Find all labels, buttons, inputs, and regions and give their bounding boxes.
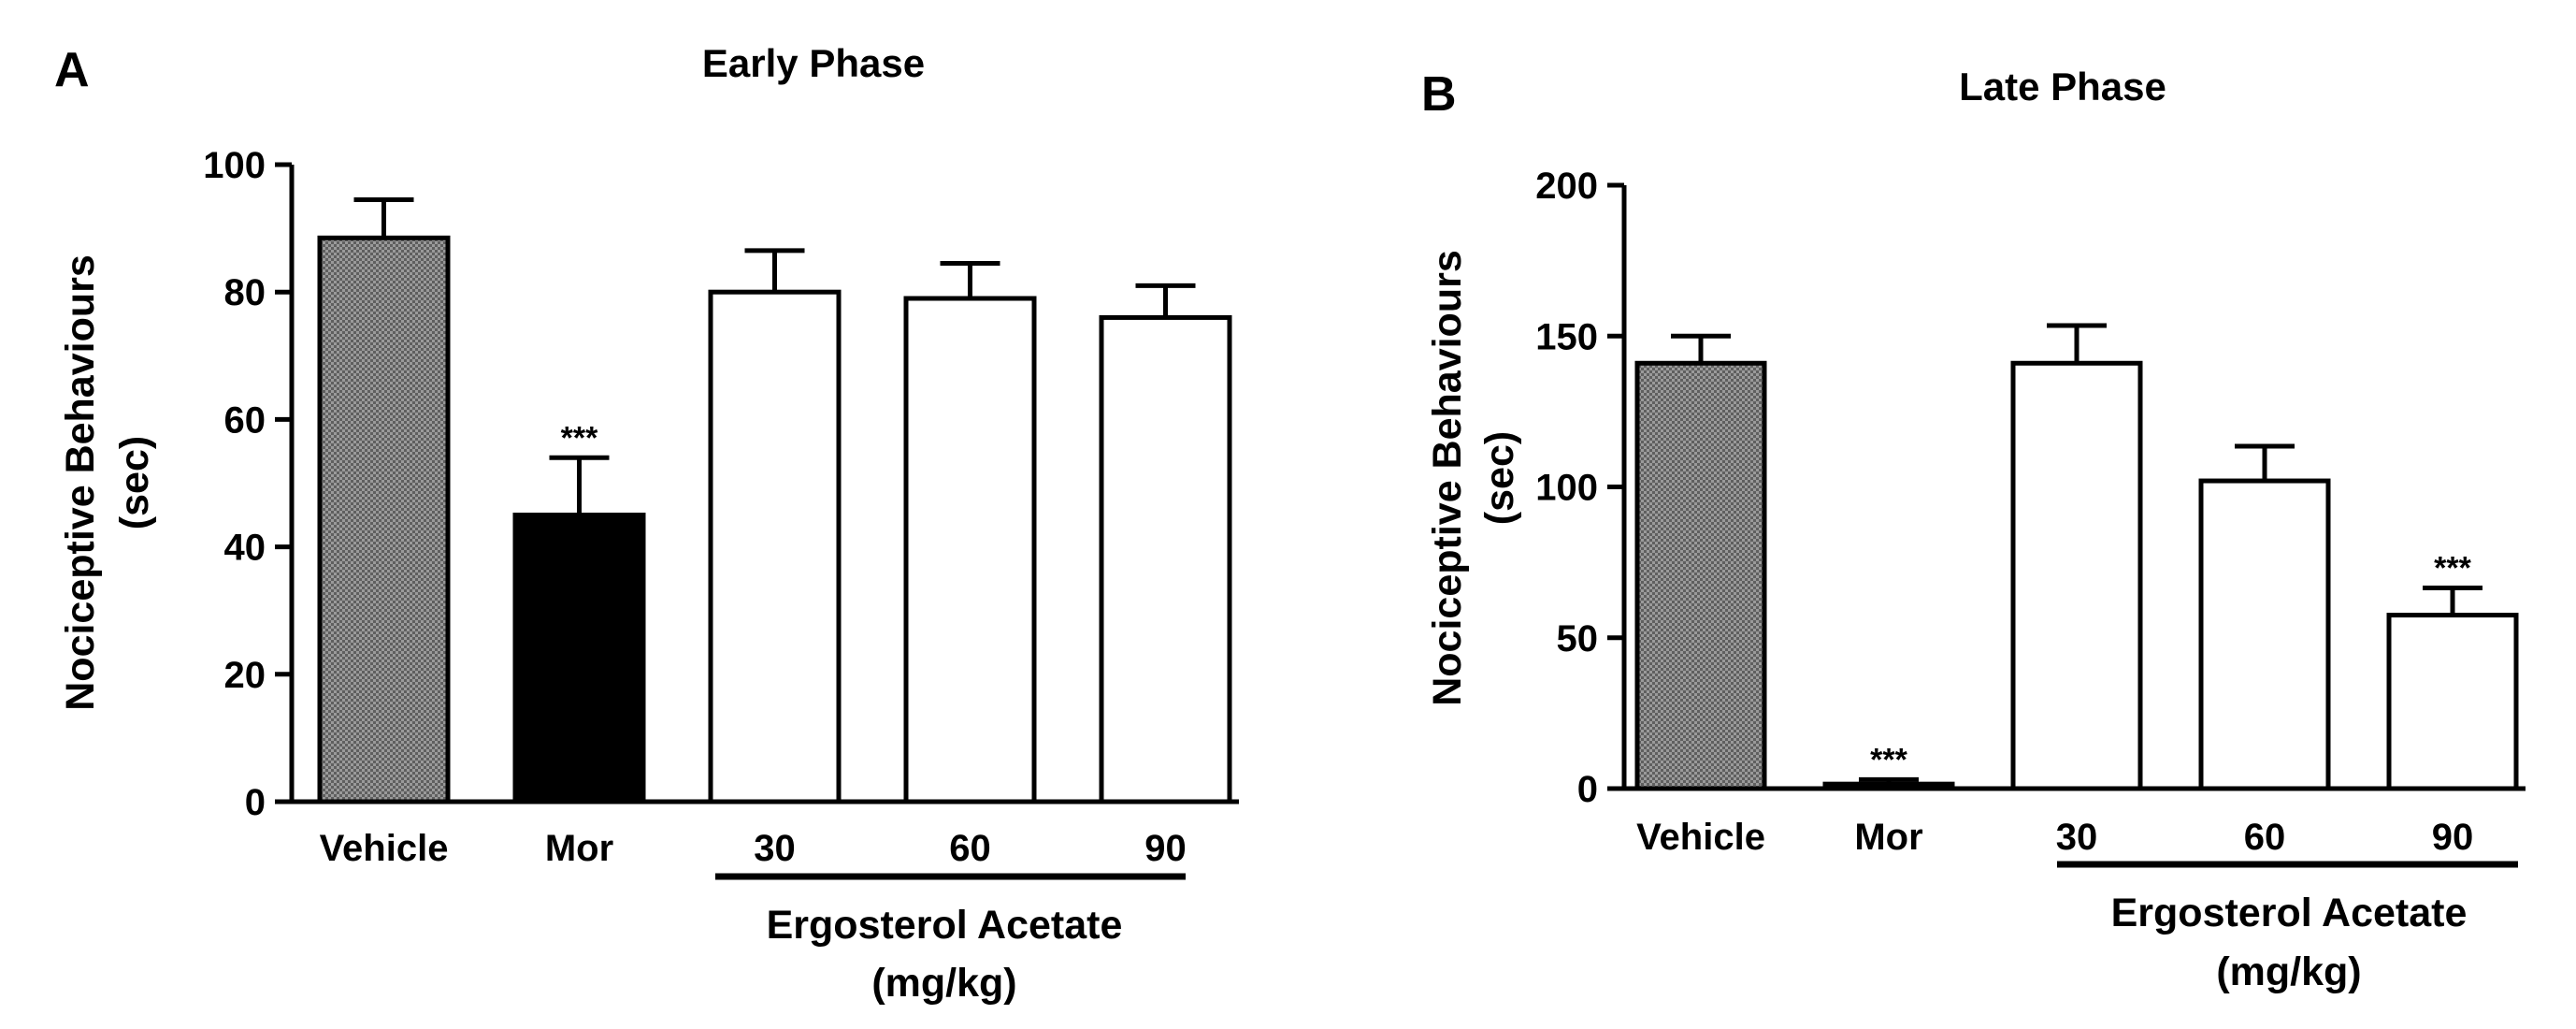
x-tick-label: 30 [2056, 817, 2098, 858]
bar-vehicle [317, 235, 451, 804]
bar-mor [512, 513, 646, 804]
y-tick-label: 40 [224, 528, 266, 569]
bar-60 [2198, 478, 2331, 791]
y-axis-label: Nociceptive Behaviours [58, 254, 103, 711]
group-unit-label: (mg/kg) [871, 961, 1016, 1006]
chart-title: Late Phase [1959, 65, 2166, 109]
group-unit-label: (mg/kg) [2216, 949, 2361, 994]
y-axis-unit-label: (sec) [1477, 431, 1522, 525]
y-tick-label: 50 [1557, 618, 1599, 659]
y-tick-label: 60 [224, 399, 266, 441]
bar-90 [1099, 314, 1232, 804]
x-tick-label: 30 [754, 828, 796, 869]
panel-a-chart: A Early Phase Nociceptive Behaviours (sec) 0… [54, 41, 1239, 1006]
x-tick-label: 90 [2432, 817, 2474, 858]
x-tick-label: Mor [545, 828, 613, 869]
y-tick-label: 200 [1535, 166, 1598, 207]
x-tick-label: 60 [2244, 817, 2286, 858]
x-tick-label: 90 [1144, 828, 1187, 869]
bar-30 [708, 289, 842, 804]
y-axis-label: Nociceptive Behaviours [1425, 250, 1470, 706]
bar-mor [1822, 781, 1955, 791]
x-tick-label: Vehicle [320, 828, 449, 869]
panel-label: A [54, 43, 90, 97]
y-tick-label: 150 [1535, 316, 1598, 357]
bar-90 [2386, 613, 2519, 791]
group-label: Ergosterol Acetate [2111, 891, 2468, 935]
bar-30 [2010, 360, 2143, 791]
bar-60 [903, 296, 1037, 804]
y-axis-unit-label: (sec) [112, 436, 157, 529]
significance-marker: *** [1870, 742, 1907, 777]
y-tick-label: 20 [224, 655, 266, 696]
chart-title: Early Phase [702, 41, 925, 85]
x-tick-label: Mor [1854, 817, 1922, 858]
y-tick-label: 0 [1577, 769, 1598, 810]
significance-marker: *** [561, 420, 598, 456]
panel-label: B [1421, 67, 1457, 122]
y-tick-label: 80 [224, 272, 266, 313]
significance-marker: *** [2434, 551, 2471, 587]
y-tick-label: 100 [203, 145, 266, 186]
bar-vehicle [1634, 360, 1767, 791]
y-tick-label: 100 [1535, 468, 1598, 509]
x-tick-label: Vehicle [1636, 817, 1765, 858]
group-label: Ergosterol Acetate [767, 903, 1123, 948]
x-tick-label: 60 [949, 828, 991, 869]
y-tick-label: 0 [245, 782, 266, 823]
panel-b-chart: B Late Phase Nociceptive Behaviours (sec) 0 5… [1421, 65, 2526, 994]
